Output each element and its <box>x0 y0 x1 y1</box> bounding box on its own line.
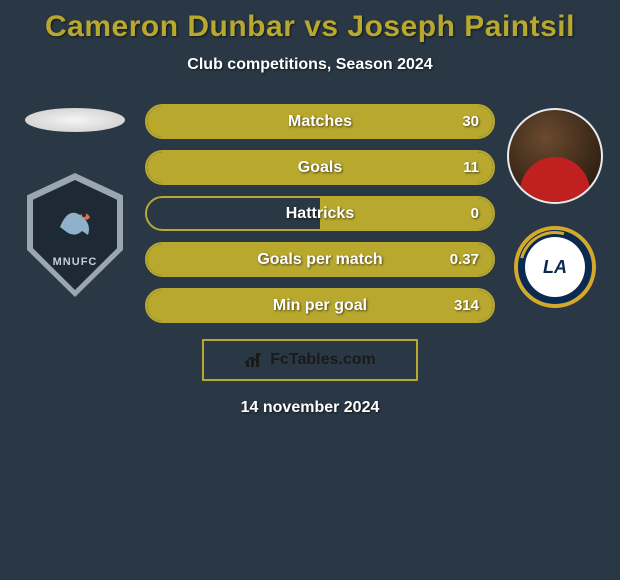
subtitle: Club competitions, Season 2024 <box>0 56 620 74</box>
bird-icon <box>50 197 100 247</box>
stat-value-right: 0 <box>471 205 479 222</box>
stat-value-right: 314 <box>454 297 479 314</box>
player-right-photo <box>507 108 603 204</box>
main-row: MNUFC Matches 30 Goals 11 Hattricks 0 Goals pe… <box>0 104 620 323</box>
club-logo-right: LA <box>510 222 600 312</box>
brand-text: FcTables.com <box>270 351 376 369</box>
stat-bar: Goals 11 <box>145 150 495 185</box>
stat-bar: Hattricks 0 <box>145 196 495 231</box>
club-badge-right-text: LA <box>543 257 567 278</box>
page-title: Cameron Dunbar vs Joseph Paintsil <box>0 10 620 44</box>
date-text: 14 november 2024 <box>0 399 620 417</box>
club-badge-left-text: MNUFC <box>53 256 98 268</box>
left-column: MNUFC <box>10 104 140 300</box>
comparison-card: Cameron Dunbar vs Joseph Paintsil Club c… <box>0 0 620 417</box>
stat-value-right: 11 <box>463 159 479 176</box>
stat-label: Hattricks <box>286 205 354 223</box>
la-galaxy-badge: LA <box>514 226 596 308</box>
right-column: LA <box>500 104 610 312</box>
stat-label: Min per goal <box>273 297 367 315</box>
mnufc-badge: MNUFC <box>27 173 123 297</box>
bar-chart-icon <box>244 351 264 369</box>
player-left-photo <box>25 108 125 132</box>
stat-bar: Matches 30 <box>145 104 495 139</box>
stat-bar: Goals per match 0.37 <box>145 242 495 277</box>
stat-label: Goals <box>298 159 342 177</box>
stat-value-right: 30 <box>462 113 479 130</box>
club-logo-left: MNUFC <box>25 170 125 300</box>
brand-box[interactable]: FcTables.com <box>202 339 418 381</box>
stats-column: Matches 30 Goals 11 Hattricks 0 Goals per matc… <box>140 104 500 323</box>
stat-label: Matches <box>288 113 352 131</box>
stat-value-right: 0.37 <box>450 251 479 268</box>
stat-label: Goals per match <box>257 251 382 269</box>
stat-bar: Min per goal 314 <box>145 288 495 323</box>
